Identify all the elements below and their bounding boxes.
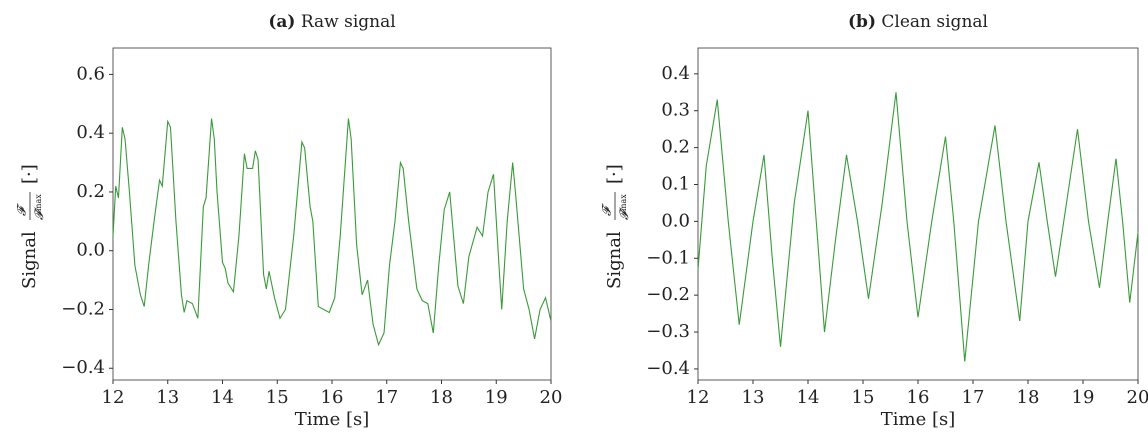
panel-label: (a) bbox=[268, 12, 295, 32]
y-tick-label: 0.3 bbox=[661, 100, 690, 121]
x-tick-label: 16 bbox=[321, 387, 344, 408]
x-tick-label: 19 bbox=[1072, 387, 1095, 408]
y-tick-label: 0.1 bbox=[661, 173, 690, 194]
y-tick-label: −0.2 bbox=[61, 298, 105, 319]
y-tick-label: 0.0 bbox=[661, 210, 690, 231]
y-label-unit: [·] bbox=[604, 164, 625, 184]
chart-title: (b) Clean signal bbox=[848, 12, 988, 32]
y-tick-label: −0.2 bbox=[646, 284, 690, 305]
x-axis-label: Time [s] bbox=[881, 409, 956, 430]
x-tick-label: 17 bbox=[375, 387, 398, 408]
x-tick-label: 15 bbox=[852, 387, 875, 408]
y-tick-label: 0.2 bbox=[76, 181, 105, 202]
y-tick-label: 0.4 bbox=[661, 63, 690, 84]
x-tick-label: 12 bbox=[687, 387, 710, 408]
x-label-unit: [s] bbox=[932, 409, 955, 430]
x-axis-label: Time [s] bbox=[295, 409, 370, 430]
y-label-unit: [·] bbox=[19, 164, 40, 184]
y-label-denominator: 𝓕max bbox=[617, 194, 631, 220]
den-sub: max bbox=[34, 194, 43, 211]
y-label-text: Signal bbox=[19, 231, 40, 289]
y-tick-label: −0.4 bbox=[61, 357, 105, 378]
title-text: Clean signal bbox=[881, 12, 988, 32]
y-tick-label: 0.6 bbox=[76, 63, 105, 84]
x-tick-label: 12 bbox=[102, 387, 125, 408]
y-axis-label: Signal 𝓕 𝓕max [·] bbox=[15, 164, 46, 289]
chart: (b) Clean signal 12 13 14 15 16 17 18 19 20 −0.4 −0… bbox=[600, 12, 1148, 431]
signal-line bbox=[112, 118, 552, 347]
y-tick-label: 0.4 bbox=[76, 122, 105, 143]
x-tick-label: 16 bbox=[907, 387, 930, 408]
x-tick-label: 15 bbox=[266, 387, 289, 408]
x-tick-label: 18 bbox=[430, 387, 453, 408]
chart: (a) Raw signal 12 13 14 15 16 17 18 19 20 −0.4 −0.2… bbox=[15, 12, 563, 431]
den-sub: max bbox=[619, 194, 628, 211]
x-label-unit: [s] bbox=[346, 409, 369, 430]
x-tick-label: 13 bbox=[742, 387, 765, 408]
y-label-numerator: 𝓕 bbox=[600, 203, 614, 216]
signal-line bbox=[697, 92, 1139, 362]
x-tick-label: 20 bbox=[1127, 387, 1148, 408]
y-tick-label: −0.1 bbox=[646, 247, 690, 268]
y-tick-label: −0.4 bbox=[646, 358, 690, 379]
chart-title: (a) Raw signal bbox=[268, 12, 395, 32]
x-tick-label: 17 bbox=[962, 387, 985, 408]
x-tick-label: 13 bbox=[156, 387, 179, 408]
title-text: Raw signal bbox=[301, 12, 396, 32]
y-label-text: Signal bbox=[604, 231, 625, 289]
x-label-text: Time bbox=[881, 409, 926, 430]
y-label-numerator: 𝓕 bbox=[15, 203, 29, 216]
y-tick-label: −0.3 bbox=[646, 321, 690, 342]
x-tick-label: 19 bbox=[485, 387, 508, 408]
x-tick-label: 18 bbox=[1017, 387, 1040, 408]
y-tick-label: 0.0 bbox=[76, 240, 105, 261]
panel-label: (b) bbox=[848, 12, 876, 32]
y-tick-label: 0.2 bbox=[661, 137, 690, 158]
x-tick-label: 14 bbox=[211, 387, 234, 408]
y-axis-label: Signal 𝓕 𝓕max [·] bbox=[600, 164, 631, 289]
x-tick-label: 14 bbox=[797, 387, 820, 408]
x-tick-label: 20 bbox=[540, 387, 563, 408]
plot-frame bbox=[697, 47, 1139, 381]
y-label-denominator: 𝓕max bbox=[32, 194, 46, 220]
x-label-text: Time bbox=[295, 409, 340, 430]
